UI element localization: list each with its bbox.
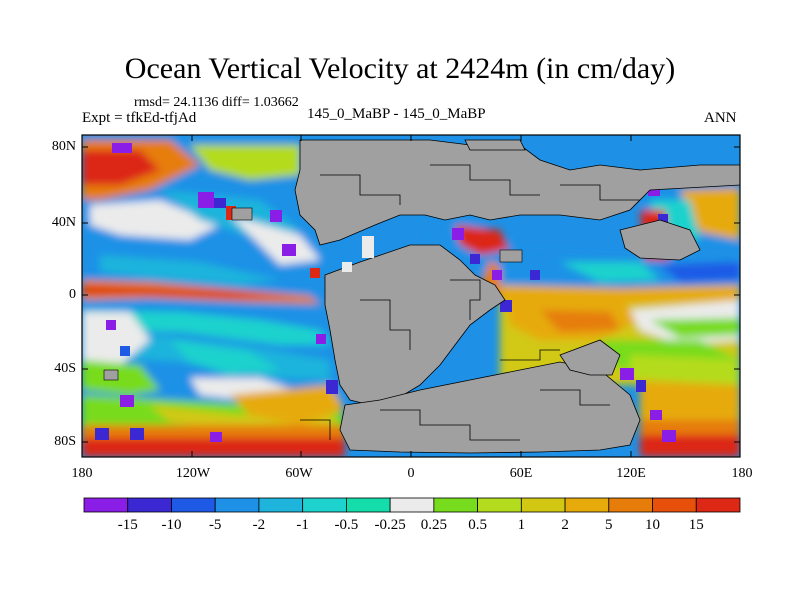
colorbar-label: 5 [605, 517, 613, 533]
lat-label-80s: 80S [54, 434, 76, 449]
colorbar-swatch [83, 497, 129, 513]
colorbar-swatch [345, 497, 391, 513]
stats-label: rmsd= 24.1136 diff= 1.03662 [134, 95, 299, 110]
colorbar [83, 497, 741, 513]
lat-label-40n: 40N [51, 215, 76, 230]
lon-label-180e: 180 [731, 466, 753, 481]
land-antarctica [339, 361, 641, 454]
colorbar-label: 1 [517, 517, 526, 533]
lon-label-0: 0 [407, 466, 415, 481]
colorbar-label: 0.25 [420, 517, 447, 533]
colorbar-label: -1 [296, 517, 309, 533]
colorbar-label: -0.25 [374, 517, 406, 533]
land-laurasia [294, 139, 740, 246]
colorbar-swatch [258, 497, 304, 513]
colorbar-swatch [127, 497, 172, 513]
lon-label-60w: 60W [285, 466, 313, 481]
lon-label-120w: 120W [175, 466, 211, 481]
colorbar-label: -2 [252, 517, 266, 533]
colorbar-label: 10 [645, 517, 661, 533]
colorbar-swatch [564, 497, 610, 513]
colorbar-swatch [171, 497, 216, 513]
season-label: ANN [704, 110, 737, 126]
colorbar-label: -15 [117, 517, 138, 533]
colorbar-label: -10 [161, 517, 182, 533]
terrain-outlines [300, 164, 640, 441]
island-atlantic [499, 249, 523, 263]
colorbar-label: -5 [208, 517, 222, 533]
land-gondwana-west [324, 244, 506, 406]
colorbar-swatch [695, 497, 741, 513]
land-east-asia [619, 219, 701, 261]
colorbar-swatch [477, 497, 522, 513]
map-plot-area [82, 135, 740, 457]
colorbar-label: 0.5 [468, 517, 487, 533]
island-white-2 [342, 262, 352, 272]
coastal-accents [95, 143, 676, 442]
lon-label-180w: 180 [71, 466, 93, 481]
lat-label-40s: 40S [54, 361, 76, 376]
colorbar-label: -0.5 [334, 517, 359, 533]
colorbar-swatch [433, 497, 479, 513]
experiment-label: Expt = tfkEd-tfjAd [82, 110, 197, 126]
land-india [559, 339, 621, 376]
lat-label-80n: 80N [51, 139, 76, 154]
colorbar-label: 15 [688, 517, 704, 533]
lon-label-120e: 120E [616, 466, 646, 481]
land-masses [103, 139, 740, 454]
colorbar-label: 2 [561, 517, 569, 533]
land-arctic [464, 139, 526, 151]
colorbar-swatch [214, 497, 260, 513]
lat-label-equator: 0 [69, 287, 76, 302]
island-pacific [231, 207, 253, 221]
latitude-ticks [82, 146, 740, 443]
colorbar-swatch [652, 497, 697, 513]
island-white [362, 236, 374, 258]
colorbar-swatch [302, 497, 347, 513]
colorbar-swatch [608, 497, 653, 513]
longitude-ticks [81, 135, 741, 457]
lon-label-60e: 60E [509, 466, 533, 481]
colorbar-swatch [389, 497, 435, 513]
colorbar-swatch [520, 497, 566, 513]
island-south-pacific [103, 369, 119, 381]
case-label: 145_0_MaBP - 145_0_MaBP [307, 106, 486, 122]
map-title: Ocean Vertical Velocity at 2424m (in cm/… [124, 52, 676, 85]
